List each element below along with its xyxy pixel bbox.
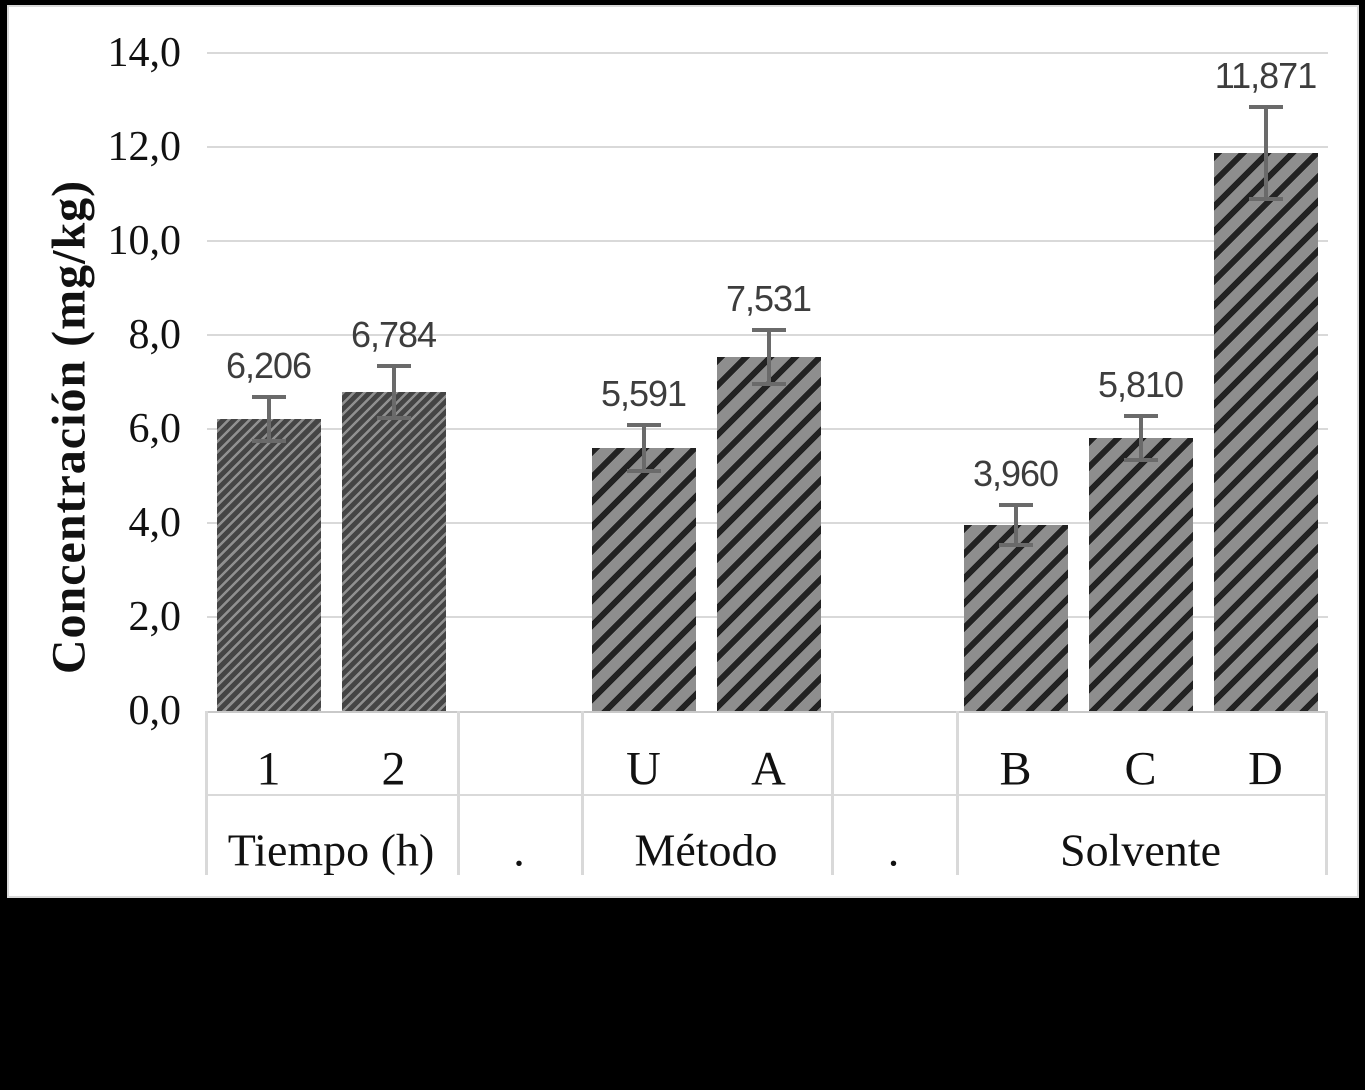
chart-panel: Concentración (mg/kg) 6,206 6,784 5,591 7,5… (7, 5, 1359, 898)
error-bar (266, 397, 271, 442)
category-tick-label: B (999, 742, 1032, 796)
category-row-divider (205, 794, 1325, 796)
bar-value-label: 6,784 (350, 314, 437, 356)
y-axis-tick-label: 14,0 (107, 30, 182, 76)
bar-value-label: 3,960 (972, 452, 1059, 494)
error-bar-cap (1123, 458, 1158, 463)
error-bar-cap (626, 469, 661, 474)
error-bar (641, 425, 646, 472)
error-bar-cap (998, 543, 1033, 548)
bar-value-label: 7,531 (725, 278, 812, 320)
plot-area: 6,206 6,784 5,591 7,531 3,960 5,810 11,871 (207, 52, 1328, 711)
category-tick-label: C (1124, 742, 1157, 796)
error-bar-cap (1248, 197, 1283, 202)
y-axis-tick-label: 2,0 (128, 594, 182, 640)
error-bar-cap (1123, 413, 1158, 418)
bar-solvente-D (1213, 153, 1318, 711)
category-cell-border (581, 711, 584, 875)
y-axis-tick-label: 4,0 (128, 500, 182, 546)
error-bar (766, 330, 771, 384)
bar-solvente-C (1088, 437, 1193, 711)
y-axis-tick-label: 6,0 (128, 406, 182, 452)
error-bar-cap (626, 423, 661, 428)
error-bar (1263, 107, 1268, 200)
category-cell-border (205, 711, 208, 875)
y-axis-tick-label: 8,0 (128, 312, 182, 358)
error-bar-cap (251, 395, 286, 400)
category-cell-border (457, 711, 460, 875)
category-cell-border (831, 711, 834, 875)
category-tick-label: A (751, 742, 786, 796)
category-group-label: . (513, 824, 525, 876)
category-group-label: Solvente (1060, 824, 1221, 876)
category-cell-border (956, 711, 959, 875)
bar-solvente-B (963, 524, 1068, 711)
error-bar (391, 366, 396, 418)
category-tick-label: 1 (256, 742, 281, 796)
category-group-label: Tiempo (h) (227, 824, 435, 876)
category-tick-label: U (626, 742, 661, 796)
gridline (207, 240, 1328, 242)
error-bar-cap (251, 439, 286, 444)
bar-value-label: 11,871 (1214, 55, 1317, 96)
category-group-label: Método (634, 824, 778, 876)
bar-tiempoh-2 (341, 392, 446, 711)
error-bar-cap (998, 502, 1033, 507)
category-group-label: . (887, 824, 900, 876)
error-bar-cap (376, 416, 411, 420)
bar-tiempoh-1 (216, 419, 321, 711)
gridline (207, 146, 1328, 148)
error-bar (1013, 504, 1018, 546)
y-axis-tick-label: 10,0 (107, 218, 182, 264)
bar-value-label: 5,591 (600, 373, 687, 415)
bar-value-label: 5,810 (1097, 363, 1184, 405)
error-bar (1138, 415, 1143, 460)
bar-value-label: 6,206 (225, 345, 312, 387)
category-tick-label: D (1248, 742, 1283, 796)
y-axis-tick-label: 12,0 (107, 124, 182, 170)
error-bar-cap (376, 364, 411, 369)
category-cell-border (1325, 711, 1328, 875)
gridline (207, 52, 1328, 54)
bar-mtodo-U (591, 448, 696, 711)
y-axis-tick-label: 0,0 (128, 688, 182, 734)
error-bar-cap (751, 328, 786, 333)
category-tick-label: 2 (381, 742, 406, 796)
error-bar-cap (751, 381, 786, 386)
y-axis-title: Concentración (mg/kg) (42, 179, 96, 675)
x-axis-line (205, 711, 1325, 713)
error-bar-cap (1248, 105, 1283, 109)
bar-mtodo-A (716, 357, 821, 711)
